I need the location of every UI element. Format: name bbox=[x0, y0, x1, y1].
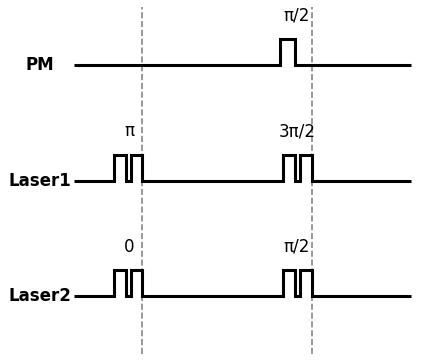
Text: Laser2: Laser2 bbox=[9, 287, 72, 305]
Text: π: π bbox=[124, 122, 134, 140]
Text: π/2: π/2 bbox=[284, 6, 310, 25]
Text: PM: PM bbox=[26, 56, 55, 74]
Text: 0: 0 bbox=[124, 238, 134, 256]
Text: 3π/2: 3π/2 bbox=[278, 122, 315, 140]
Text: Laser1: Laser1 bbox=[9, 171, 72, 190]
Text: π/2: π/2 bbox=[284, 238, 310, 256]
